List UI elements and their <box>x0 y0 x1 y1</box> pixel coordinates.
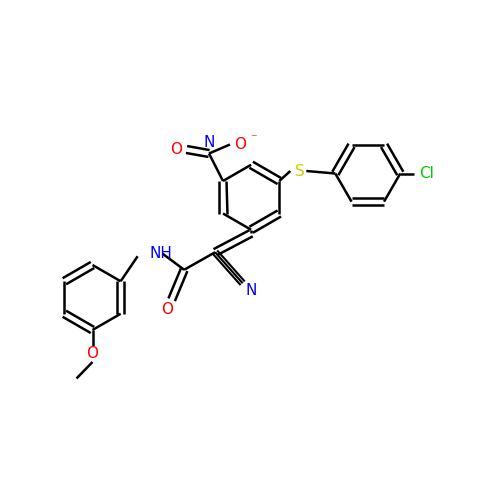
Text: O: O <box>86 346 99 362</box>
Text: N: N <box>204 135 214 150</box>
Text: NH: NH <box>149 246 172 261</box>
Text: Cl: Cl <box>419 166 434 181</box>
Text: S: S <box>296 164 305 178</box>
Text: N: N <box>246 284 258 298</box>
Text: O: O <box>170 142 182 157</box>
Text: O: O <box>160 302 172 318</box>
Text: O: O <box>234 137 246 152</box>
Text: ⁻: ⁻ <box>250 132 256 145</box>
